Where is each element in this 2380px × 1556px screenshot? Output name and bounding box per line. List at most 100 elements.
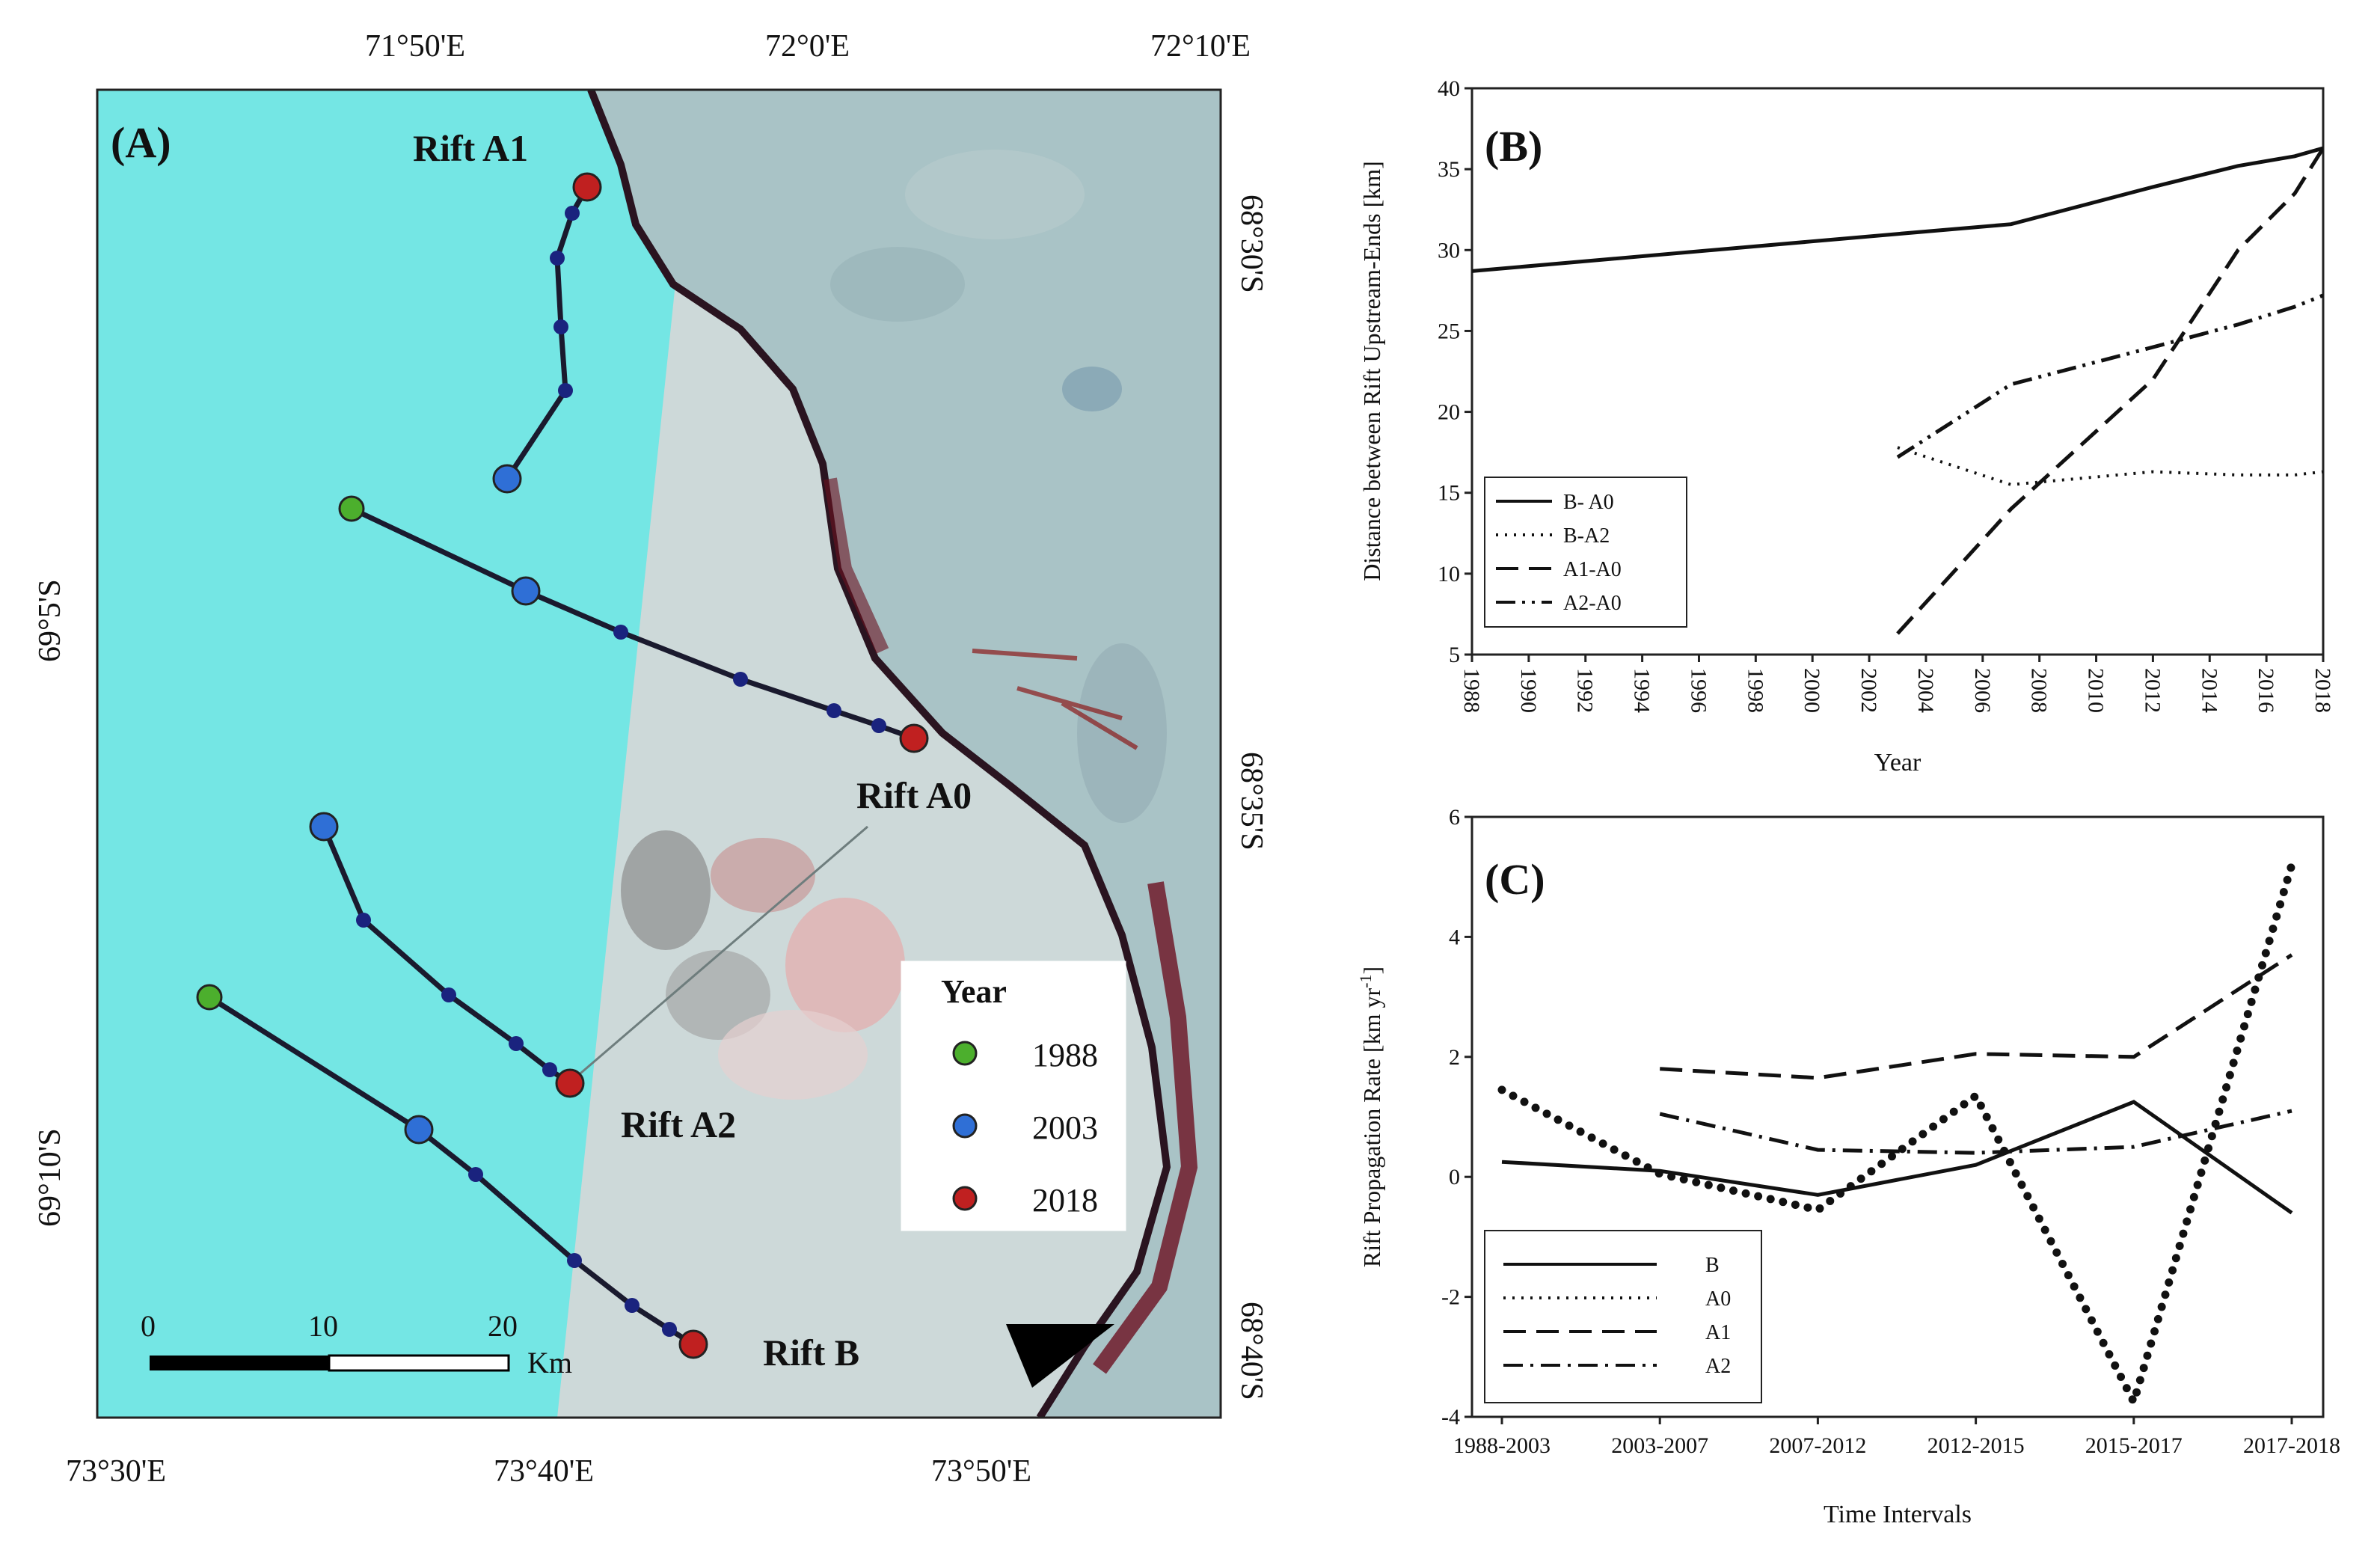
panel-b-ytick-label: 25 <box>1438 319 1460 343</box>
map-graticule-labels: 71°50'E 72°0'E 72°10'E 73°30'E 73°40'E 7… <box>33 29 1269 1489</box>
rift-a1-2003-marker <box>492 464 522 494</box>
panel-b-chart: 5 10 15 20 25 30 35 40 1988 1990 1992 1994 1996 1998 2… <box>1358 76 2335 777</box>
panel-c-ytick-label: -4 <box>1441 1405 1460 1430</box>
rift-a2-2003-marker <box>309 812 339 842</box>
panel-c-ytick-label: 0 <box>1449 1165 1460 1189</box>
rift-b-label: Rift B <box>763 1332 859 1373</box>
panel-c-xtick-label: 2012-2015 <box>1927 1433 2025 1458</box>
rift-b-2003-marker <box>404 1115 434 1145</box>
panel-b-xtick-label: 2006 <box>1970 668 1995 713</box>
scale-0: 0 <box>141 1309 156 1343</box>
panel-c-ytick-label: 2 <box>1449 1045 1460 1070</box>
rift-a1-label: Rift A1 <box>413 127 528 169</box>
panel-b-ylabel: Distance between Rift Upstream-Ends [km] <box>1358 161 1385 581</box>
panel-b-xtick-label: 2014 <box>2197 668 2221 713</box>
rift-a1-2018-marker <box>572 172 602 202</box>
rift-intermediate-nodes <box>356 206 886 1337</box>
panel-b-xlabel: Year <box>1874 749 1922 777</box>
rift-year-markers <box>196 172 929 1359</box>
panel-b-ytick-label: 20 <box>1438 400 1460 425</box>
scale-10: 10 <box>308 1309 338 1343</box>
legend-2018: 2018 <box>1032 1182 1098 1219</box>
left-lat-label: 69°5'S <box>33 579 67 662</box>
rift-b-1988-marker <box>196 984 223 1011</box>
panel-b-xtick-label: 2018 <box>2310 668 2335 713</box>
panel-b-label: (B) <box>1485 122 1542 171</box>
panel-b-xtick-label: 1996 <box>1686 668 1711 713</box>
panel-b-xtick-label: 2004 <box>1913 668 1938 713</box>
right-lat-label: 68°30'S <box>1234 194 1269 293</box>
panel-c-series-a2 <box>1659 1109 2292 1155</box>
bottom-lon-label: 73°40'E <box>494 1454 594 1489</box>
rift-a0-1988-marker <box>338 495 365 522</box>
right-lat-label: 68°40'S <box>1234 1302 1269 1400</box>
top-lon-label: 72°0'E <box>765 29 850 64</box>
panel-b-xtick-label: 1990 <box>1516 668 1541 713</box>
panel-b-ytick-label: 5 <box>1449 643 1460 667</box>
panel-b-ytick-label: 10 <box>1438 562 1460 586</box>
scale-bar: 0 10 20 Km <box>141 1309 572 1379</box>
panel-b-xtick-label: 1992 <box>1573 668 1598 713</box>
panel-c-ytick-label: -2 <box>1441 1285 1460 1310</box>
panel-b-ytick-label: 40 <box>1438 76 1460 101</box>
panel-b-ytick-label: 35 <box>1438 157 1460 182</box>
rift-a2-label: Rift A2 <box>621 1103 736 1145</box>
panel-b-xtick-label: 2010 <box>2084 668 2108 713</box>
scale-20: 20 <box>488 1309 518 1343</box>
panel-c-xtick-label: 2015-2017 <box>2085 1433 2183 1458</box>
panel-b-legend-label: B- A0 <box>1563 491 1614 514</box>
panel-c-label: (C) <box>1485 855 1545 904</box>
rift-a0-2003-marker <box>511 576 541 606</box>
panel-c-series-b <box>1501 1100 2293 1215</box>
panel-c-legend: B A0 A1 A2 <box>1484 1230 1762 1403</box>
panel-b-xtick-label: 2008 <box>2027 668 2052 713</box>
legend-2003: 2003 <box>1032 1109 1098 1146</box>
panel-b-xtick-label: 1994 <box>1630 668 1654 713</box>
panel-b-xtick-label: 1998 <box>1743 668 1767 713</box>
top-lon-label: 71°50'E <box>365 29 465 64</box>
panel-b-series-b-a2 <box>1897 446 2323 486</box>
panel-b-xtick-label: 2000 <box>1800 668 1824 713</box>
panel-a-label: (A) <box>111 118 171 167</box>
north-arrow-icon <box>1006 1324 1114 1388</box>
panel-b-legend-label: A2-A0 <box>1563 592 1622 615</box>
rift-b-2018-marker <box>678 1329 708 1359</box>
rift-a0-label: Rift A0 <box>856 774 972 816</box>
panel-b-ytick-label: 15 <box>1438 481 1460 506</box>
panel-c-xlabel: Time Intervals <box>1824 1501 1972 1528</box>
panel-c-ytick-label: 4 <box>1449 925 1460 949</box>
bottom-lon-label: 73°50'E <box>931 1454 1031 1489</box>
panel-b-series-a1-a0 <box>1896 147 2323 635</box>
left-lat-label: 69°10'S <box>33 1128 67 1227</box>
panel-b-xtick-label: 2016 <box>2254 668 2278 713</box>
panel-c-xtick-label: 1988-2003 <box>1453 1433 1551 1458</box>
panel-b-xtick-label: 1988 <box>1459 668 1484 713</box>
panel-b-series-a2-a0 <box>1896 293 2323 459</box>
panel-b-legend: B- A0 B-A2 A1-A0 A2-A0 <box>1484 477 1687 628</box>
panel-c-series-a1 <box>1660 953 2293 1080</box>
panel-c-xtick-label: 2017-2018 <box>2243 1433 2340 1458</box>
panel-b-ytick-label: 30 <box>1438 238 1460 263</box>
scale-unit: Km <box>527 1346 572 1379</box>
right-lat-label: 68°35'S <box>1234 752 1269 851</box>
panel-b-legend-label: B-A2 <box>1563 524 1610 548</box>
panel-b-legend-label: A1-A0 <box>1563 558 1622 581</box>
panel-c-legend-label: A0 <box>1705 1287 1731 1311</box>
panel-c-legend-label: A2 <box>1705 1355 1731 1378</box>
legend-1988: 1988 <box>1032 1037 1098 1073</box>
year-legend-title: Year <box>941 973 1007 1010</box>
map-panel: Rift A1 Rift A0 Rift A2 Rift B (A) Year … <box>33 29 1269 1489</box>
panel-c-legend-label: A1 <box>1705 1321 1731 1344</box>
panel-c-ylabel: Rift Propagation Rate [km yr-1] <box>1356 967 1385 1267</box>
panel-b-xtick-label: 2012 <box>2140 668 2165 713</box>
rift-a0-2018-marker <box>899 723 929 753</box>
panel-c-series-a0 <box>1497 860 2296 1413</box>
panel-b-xtick-label: 2002 <box>1856 668 1881 713</box>
panel-c-legend-label: B <box>1705 1254 1720 1277</box>
rift-a2-2018-marker <box>555 1068 585 1098</box>
bottom-lon-label: 73°30'E <box>66 1454 166 1489</box>
year-legend: Year 1988 2003 2018 <box>901 961 1126 1231</box>
top-lon-label: 72°10'E <box>1150 29 1251 64</box>
panel-c-chart: -4 -2 0 2 4 6 1988-2003 2003-2007 2007-2012 2012-… <box>1356 805 2340 1528</box>
